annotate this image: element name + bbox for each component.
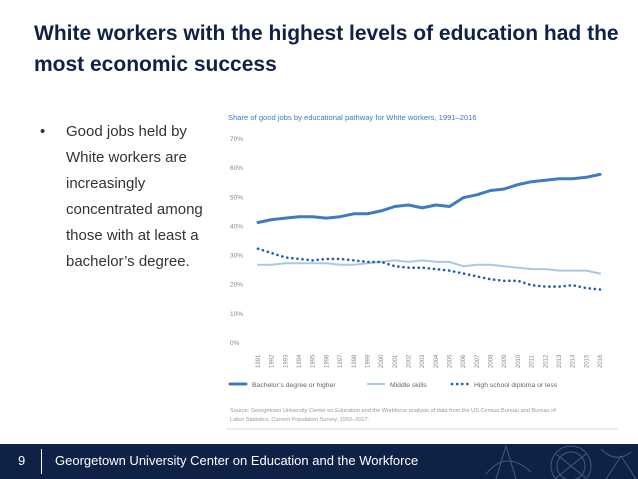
x-tick-label: 2000: [379, 354, 385, 368]
footer-bar: 9 Georgetown University Center on Educat…: [0, 444, 638, 479]
bullet-text: Good jobs held by White workers are incr…: [66, 123, 203, 270]
x-tick-label: 2012: [543, 354, 549, 368]
chart-source-line: Labor Statistics, Current Population Sur…: [230, 417, 370, 423]
x-tick-label: 2003: [420, 354, 426, 368]
x-tick-label: 2002: [406, 354, 412, 368]
x-tick-label: 1991: [256, 354, 262, 368]
y-tick-label: 60%: [230, 165, 243, 172]
series-line: [256, 247, 602, 291]
x-tick-label: 1995: [311, 354, 317, 368]
x-tick-label: 2001: [393, 354, 399, 368]
footer-divider: [41, 449, 42, 474]
page-number: 9: [18, 453, 26, 468]
y-tick-label: 70%: [230, 136, 243, 143]
series-line: [257, 259, 601, 275]
x-tick-label: 1996: [324, 354, 330, 368]
x-tick-label: 1994: [297, 354, 303, 368]
x-tick-label: 1993: [283, 354, 289, 368]
bullet-point: • Good jobs held by White workers are in…: [40, 119, 208, 275]
x-tick-label: 2009: [502, 354, 508, 368]
x-tick-label: 2007: [475, 354, 481, 368]
x-tick-label: 2015: [584, 354, 590, 368]
legend-label: Middle skills: [390, 382, 427, 389]
x-tick-label: 2008: [489, 354, 495, 368]
series-line: [256, 172, 602, 224]
x-tick-label: 1999: [365, 354, 371, 368]
x-tick-label: 2011: [530, 354, 536, 368]
legend-label: High school diploma or less: [474, 382, 558, 389]
x-tick-label: 2004: [434, 354, 440, 368]
y-tick-label: 20%: [230, 282, 243, 289]
x-tick-label: 2013: [557, 354, 563, 368]
slide-title: White workers with the highest levels of…: [34, 22, 619, 76]
legend-label: Bachelor’s degree or higher: [252, 382, 336, 389]
y-tick-label: 10%: [230, 311, 243, 318]
y-tick-label: 50%: [230, 194, 243, 201]
line-chart: Share of good jobs by educational pathwa…: [226, 113, 618, 430]
x-tick-label: 2005: [448, 354, 454, 368]
x-tick-label: 1998: [352, 354, 358, 368]
y-tick-label: 0%: [230, 340, 240, 347]
x-tick-label: 2010: [516, 354, 522, 368]
x-tick-label: 2014: [571, 354, 577, 368]
x-tick-label: 2006: [461, 354, 467, 368]
university-seal-icon: [485, 444, 637, 479]
x-tick-label: 2016: [598, 354, 604, 368]
bullet-marker: •: [40, 123, 46, 140]
chart-source-line: Source: Georgetown University Center on …: [230, 408, 556, 414]
y-tick-label: 30%: [230, 253, 243, 260]
footer-organization: Georgetown University Center on Educatio…: [55, 453, 419, 468]
x-tick-label: 1997: [338, 354, 344, 368]
x-tick-label: 1992: [270, 354, 276, 368]
y-tick-label: 40%: [230, 223, 243, 230]
chart-title: Share of good jobs by educational pathwa…: [228, 113, 477, 122]
chart: Share of good jobs by educational pathwa…: [226, 106, 618, 430]
